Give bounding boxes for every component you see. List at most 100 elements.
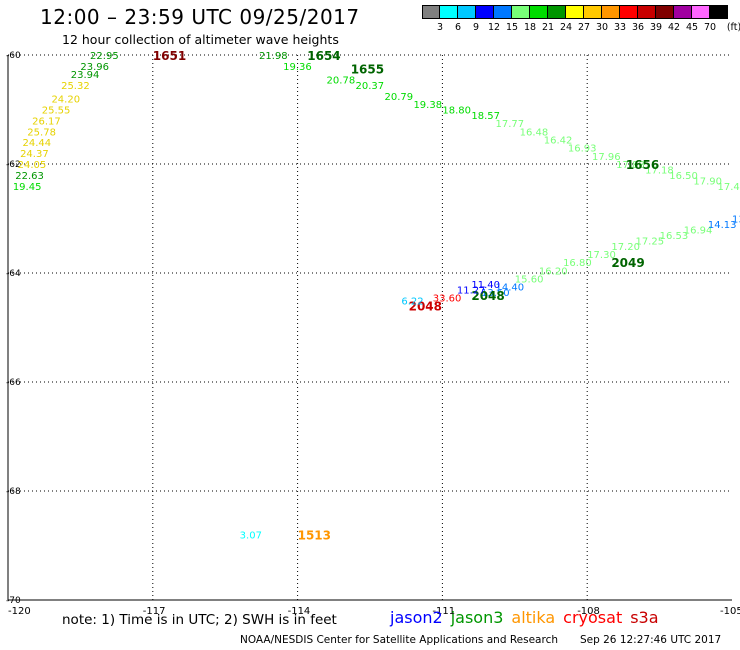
- wave-height-value: 25.55: [42, 106, 71, 117]
- pass-time-label: 1654: [307, 49, 340, 63]
- wave-height-value: 19.38: [413, 100, 442, 111]
- pass-time-label: 1651: [153, 49, 186, 63]
- longitude-label: -117: [143, 606, 166, 617]
- wave-height-value: 20.37: [356, 81, 385, 92]
- color-scale-label: 42: [667, 22, 681, 33]
- color-swatch: [512, 5, 530, 19]
- color-swatch: [656, 5, 674, 19]
- wave-height-value: 26.17: [32, 116, 61, 127]
- wave-height-value: 17.25: [635, 236, 664, 247]
- color-scale-label: 33: [613, 22, 627, 33]
- color-scale-label: 30: [595, 22, 609, 33]
- wave-height-value: 22.63: [15, 171, 44, 182]
- wave-height-value: 16.94: [684, 225, 713, 236]
- wave-height-value: 17.96: [592, 152, 621, 163]
- wave-height-value: 16.50: [669, 171, 698, 182]
- wave-height-value: 17.30: [587, 250, 616, 261]
- legend-s3a: s3a: [630, 608, 659, 627]
- color-scale-label: 70: [703, 22, 717, 33]
- credit-line: NOAA/NESDIS Center for Satellite Applica…: [240, 634, 558, 646]
- wave-height-value: 18.57: [471, 111, 500, 122]
- satellite-legend: jason2 jason3 altika cryosat s3a: [390, 608, 667, 627]
- legend-altika: altika: [511, 608, 556, 627]
- color-swatch: [422, 5, 440, 19]
- latitude-label: -62: [6, 160, 21, 170]
- longitude-label: -114: [288, 606, 311, 617]
- latitude-label: -68: [6, 487, 21, 497]
- pass-time-label: 2048: [409, 300, 442, 314]
- wave-height-value: 13.98: [732, 215, 740, 226]
- wave-height-value: 23.94: [71, 70, 100, 81]
- wave-height-value: 16.80: [563, 258, 592, 269]
- wave-height-value: 24.37: [20, 149, 49, 160]
- latitude-label: -66: [6, 378, 21, 388]
- wave-height-value: 21.98: [259, 51, 288, 62]
- latitude-label: -70: [6, 596, 21, 606]
- color-scale-label: 27: [577, 22, 591, 33]
- wave-height-value: 16.93: [568, 144, 597, 155]
- color-swatch: [494, 5, 512, 19]
- latitude-label: -60: [6, 51, 21, 61]
- wave-height-value: 18.80: [442, 106, 471, 117]
- generated-timestamp: Sep 26 12:27:46 UTC 2017: [580, 634, 722, 646]
- wave-height-value: 20.78: [327, 76, 356, 87]
- color-swatch: [602, 5, 620, 19]
- color-scale-label: 18: [523, 22, 537, 33]
- page-subtitle: 12 hour collection of altimeter wave hei…: [62, 32, 339, 47]
- wave-height-value: 15.60: [515, 274, 544, 285]
- color-scale-label: 21: [541, 22, 555, 33]
- color-swatch: [458, 5, 476, 19]
- wave-height-value: 23.96: [80, 62, 109, 73]
- color-scale-frame: [422, 5, 728, 19]
- color-scale-label: 24: [559, 22, 573, 33]
- wave-height-value: 20.79: [384, 92, 413, 103]
- wave-height-value: 16.20: [539, 266, 568, 277]
- wave-height-value: 17.18: [645, 165, 674, 176]
- wave-height-value: 24.20: [51, 95, 80, 106]
- wave-height-value: 22.95: [90, 51, 119, 62]
- wave-height-value: 25.32: [61, 81, 90, 92]
- color-swatch: [620, 5, 638, 19]
- pass-time-label: 1513: [298, 529, 331, 543]
- color-scale-label: 36: [631, 22, 645, 33]
- latitude-label: -64: [6, 269, 21, 279]
- wave-height-value: 14.40: [495, 283, 524, 294]
- color-scale-label: 45: [685, 22, 699, 33]
- wave-height-value: 19.36: [283, 62, 312, 73]
- legend-jason2: jason2: [390, 608, 443, 627]
- footnote: note: 1) Time is in UTC; 2) SWH is in fe…: [62, 612, 337, 628]
- wave-height-value: 16.42: [544, 135, 573, 146]
- wave-height-value: 3.07: [240, 531, 262, 542]
- wave-height-value: 11.27: [457, 285, 486, 296]
- wave-height-value: 17.47: [718, 182, 740, 193]
- wave-height-value: 17.88: [616, 160, 645, 171]
- longitude-label: -108: [577, 606, 600, 617]
- pass-time-label: 2049: [611, 256, 644, 270]
- wave-height-value: 17.20: [611, 242, 640, 253]
- wave-height-value: 17.90: [693, 176, 722, 187]
- wave-height-value: 17.77: [495, 119, 524, 130]
- color-scale-label: 15: [505, 22, 519, 33]
- color-scale-label: 12: [487, 22, 501, 33]
- color-swatch: [548, 5, 566, 19]
- page-title: 12:00 – 23:59 UTC 09/25/2017: [40, 5, 360, 29]
- color-swatch: [566, 5, 584, 19]
- wave-height-value: 16.53: [660, 231, 689, 242]
- color-swatch: [638, 5, 656, 19]
- longitude-label: -120: [8, 606, 31, 617]
- wave-height-value: 19.45: [13, 182, 42, 193]
- pass-time-label: 2048: [471, 289, 504, 303]
- wave-height-value: 33.60: [433, 294, 462, 305]
- color-swatch: [692, 5, 710, 19]
- color-swatch: [584, 5, 602, 19]
- color-scale-unit: (ft): [726, 22, 740, 33]
- wave-height-value: 24.05: [18, 160, 47, 171]
- wave-height-value: 6.22: [401, 296, 423, 307]
- color-swatch: [530, 5, 548, 19]
- pass-time-label: 1656: [626, 158, 659, 172]
- color-scale-label: 9: [472, 22, 480, 33]
- wave-height-value: 11.40: [471, 280, 500, 291]
- legend-jason3: jason3: [450, 608, 504, 627]
